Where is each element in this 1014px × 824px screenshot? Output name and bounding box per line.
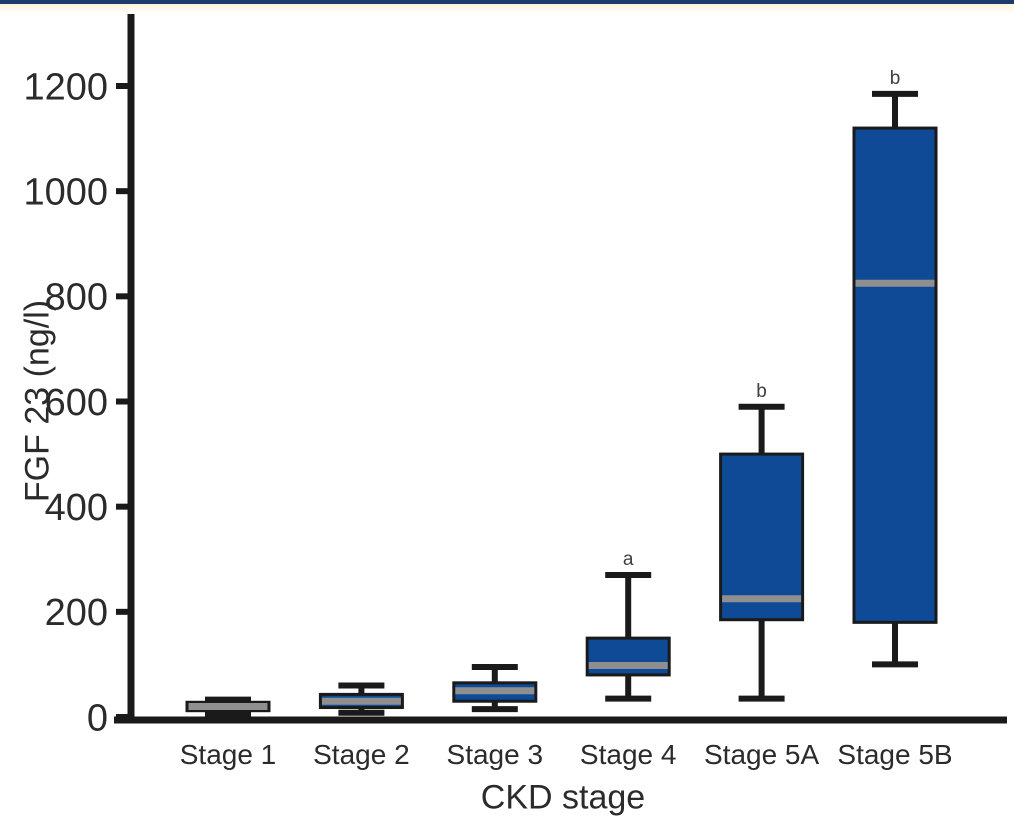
y-tick-label: 1200 <box>23 66 108 108</box>
box-stage-4 <box>585 636 671 677</box>
annotation-stage-4: a <box>623 549 634 570</box>
top-border-fade <box>0 4 1014 14</box>
x-axis-title: CKD stage <box>480 778 646 817</box>
y-axis-title: FGF 23 (ng/l) <box>18 299 57 503</box>
top-border-line <box>0 0 1014 4</box>
y-tick-label: 1000 <box>23 171 108 213</box>
x-tick-label-stage-2: Stage 2 <box>313 739 410 770</box>
x-tick-label-stage-3: Stage 3 <box>447 739 544 770</box>
x-tick-label-stage-5a: Stage 5A <box>704 739 820 770</box>
box-stage-5b <box>852 126 938 624</box>
y-tick-label: 600 <box>45 382 108 424</box>
x-tick-label-stage-4: Stage 4 <box>580 739 677 770</box>
y-tick-label: 400 <box>45 487 108 529</box>
y-tick-label: 0 <box>87 697 108 739</box>
x-tick-label-stage-1: Stage 1 <box>180 739 277 770</box>
x-tick-label-stage-5b: Stage 5B <box>837 739 952 770</box>
y-tick-label: 200 <box>45 592 108 634</box>
y-tick-label: 800 <box>45 277 108 319</box>
annotation-stage-5a: b <box>756 381 767 402</box>
box-stage-5a <box>719 452 805 622</box>
annotation-stage-5b: b <box>890 68 901 89</box>
